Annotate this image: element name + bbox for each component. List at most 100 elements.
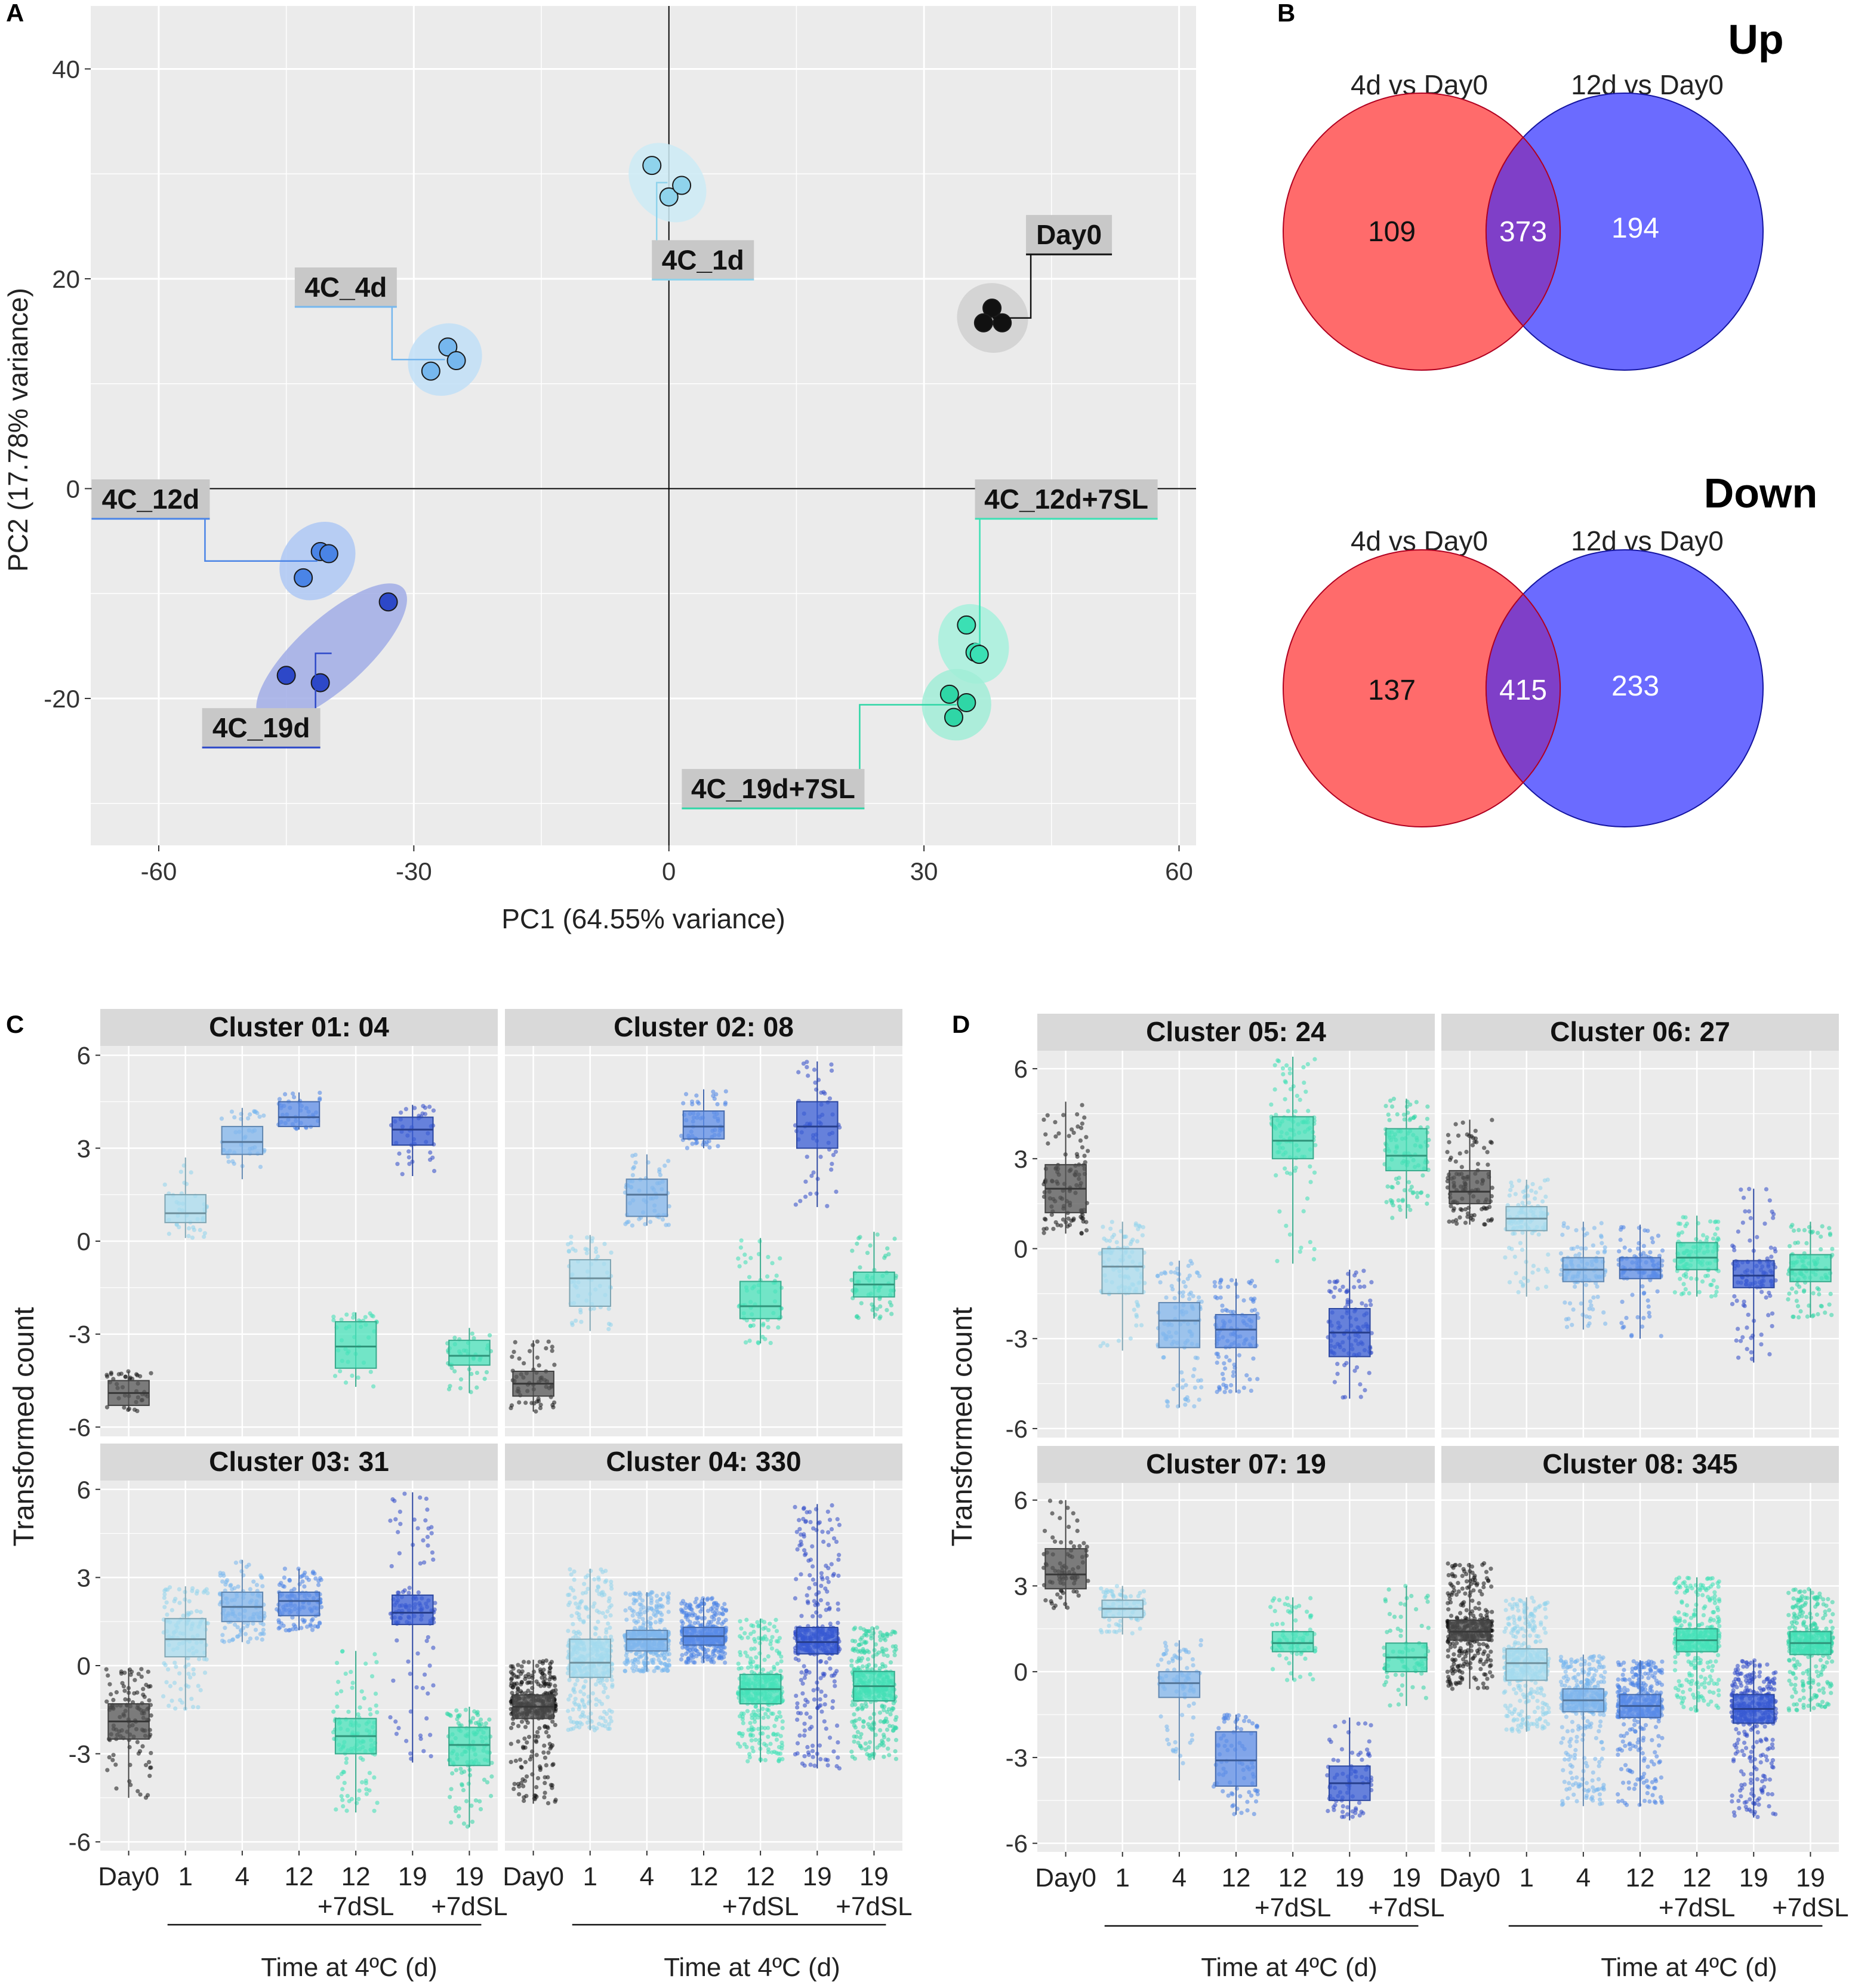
box-data-point: [818, 1659, 822, 1664]
box-data-point: [396, 1530, 400, 1534]
box-data-point: [232, 1622, 238, 1627]
box-data-point: [604, 1578, 609, 1583]
box-data-point: [641, 1669, 646, 1674]
box-data-point: [763, 1337, 768, 1341]
box-data-point: [572, 1569, 577, 1574]
box-data-point: [710, 1657, 715, 1661]
box-data-point: [519, 1672, 523, 1676]
box-data-point: [349, 1669, 353, 1675]
box-data-point: [1159, 1271, 1164, 1276]
box-data-point: [831, 1153, 836, 1158]
box-data-point: [593, 1682, 599, 1687]
box-data-point: [135, 1789, 140, 1793]
box-data-point: [756, 1624, 761, 1629]
box-data-point: [569, 1727, 574, 1732]
box-data-point: [186, 1226, 192, 1231]
box-data-point: [362, 1696, 366, 1701]
facet-x-tick-label: Day0: [98, 1862, 159, 1891]
box-data-point: [344, 1808, 349, 1813]
facet-x-tick-label: 4: [235, 1862, 249, 1891]
box-data-point: [318, 1090, 322, 1095]
box-data-point: [801, 1061, 806, 1066]
box-data-point: [509, 1664, 513, 1669]
box-data-point: [867, 1740, 873, 1744]
box-data-point: [363, 1315, 368, 1319]
box-data-point: [487, 1333, 492, 1338]
box-data-point: [874, 1625, 880, 1630]
box-data-point: [659, 1661, 664, 1666]
box-data-point: [572, 1690, 577, 1694]
box-data-point: [630, 1223, 635, 1228]
facet-y-tick-label: -6: [69, 1413, 91, 1441]
box-data-point: [358, 1756, 363, 1761]
box-data-point: [806, 1601, 811, 1605]
box-iqr: [448, 1340, 491, 1366]
box-data-point: [426, 1526, 431, 1531]
box-data-point: [802, 1721, 807, 1726]
box-data-point: [162, 1661, 167, 1666]
box-data-point: [807, 1670, 812, 1675]
box-data-point: [762, 1741, 767, 1746]
box-data-point: [519, 1682, 523, 1687]
box-data-point: [742, 1252, 747, 1257]
box-data-point: [1110, 1220, 1114, 1224]
box-data-point: [107, 1682, 112, 1687]
box-data-point: [523, 1676, 528, 1681]
box-data-point: [809, 1724, 814, 1730]
box-4: [219, 1107, 267, 1180]
box-data-point: [864, 1633, 869, 1638]
box-data-point: [313, 1576, 318, 1581]
box-data-point: [116, 1372, 121, 1377]
box-data-point: [777, 1710, 782, 1715]
box-data-point: [593, 1246, 599, 1251]
box-data-point: [552, 1362, 557, 1367]
box-data-point: [799, 1532, 803, 1537]
box-data-point: [582, 1581, 587, 1586]
box-19: [389, 1104, 437, 1177]
box-data-point: [800, 1681, 805, 1686]
box-data-point: [869, 1636, 874, 1641]
box-data-point: [742, 1631, 747, 1636]
box-data-point: [585, 1247, 590, 1252]
box-data-point: [172, 1660, 177, 1665]
box-data-point: [592, 1728, 597, 1732]
box-data-point: [855, 1730, 860, 1734]
box-data-point: [834, 1764, 839, 1769]
box-data-point: [342, 1780, 347, 1786]
box-data-point: [282, 1092, 288, 1097]
box-data-point: [302, 1584, 307, 1589]
box-data-point: [666, 1595, 671, 1600]
box-data-point: [631, 1597, 636, 1602]
box-data-point: [796, 1070, 801, 1075]
box-data-point: [630, 1666, 635, 1670]
box-data-point: [766, 1254, 771, 1260]
box-data-point: [1080, 1145, 1085, 1150]
box-data-point: [540, 1671, 545, 1676]
box-data-point: [819, 1090, 824, 1095]
pca-group-label: Day0: [1036, 219, 1102, 250]
box-data-point: [761, 1715, 766, 1720]
box-data-point: [774, 1617, 778, 1623]
box-data-point: [135, 1408, 140, 1414]
box-data-point: [666, 1159, 671, 1164]
box-data-point: [603, 1719, 608, 1724]
venn-up-overlap: [1485, 136, 1561, 327]
box-data-point: [808, 1520, 813, 1525]
box-data-point: [853, 1626, 858, 1630]
box-data-point: [546, 1339, 551, 1344]
box-data-point: [335, 1704, 340, 1709]
box-data-point: [513, 1340, 517, 1344]
box-data-point: [811, 1614, 815, 1618]
box-data-point: [364, 1792, 369, 1796]
box-data-point: [399, 1110, 403, 1115]
box-data-point: [277, 1097, 282, 1101]
box-data-point: [372, 1775, 377, 1780]
facet-strip: [100, 1009, 498, 1046]
box-data-point: [219, 1116, 224, 1121]
box-data-point: [580, 1699, 585, 1704]
pca-group-4c-19d-7sl: 4C_19d+7SL: [682, 669, 991, 810]
box-data-point: [1180, 1385, 1185, 1390]
box-data-point: [254, 1636, 259, 1641]
box-data-point: [875, 1745, 880, 1750]
box-data-point: [824, 1727, 828, 1731]
